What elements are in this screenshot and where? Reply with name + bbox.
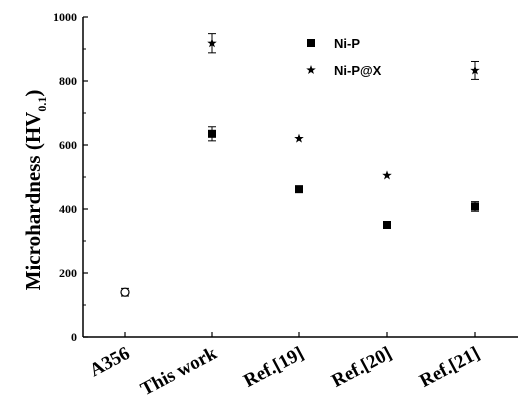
data-point-a356: [120, 287, 130, 297]
data-point-ni-p: [295, 185, 303, 194]
legend-marker: [307, 39, 315, 47]
legend: Ni-P Ni-P@X: [306, 36, 382, 78]
data-point-ni-p: [471, 202, 479, 211]
data-point-ni-p-x: [470, 65, 480, 75]
data-point-ni-p: [208, 129, 216, 138]
x-tick-label: Ref.[19]: [240, 343, 307, 392]
data-point-ni-p-x: [294, 133, 304, 143]
y-tick-label: 1000: [53, 10, 77, 24]
y-tick-label: 400: [59, 202, 77, 216]
legend-marker: [306, 65, 316, 75]
data-point-ni-p-x: [207, 38, 217, 48]
y-tick-label: 200: [59, 266, 77, 280]
data-marks: [120, 33, 480, 297]
legend-label: Ni-P@X: [334, 63, 382, 78]
x-tick-label: A356: [86, 343, 133, 381]
axes: 0 200 400 600 800 1000 A356 This work Ref.[19] Re…: [53, 10, 518, 400]
y-axis-label: Microhardness (HV0.1): [21, 90, 49, 291]
x-tick-label: Ref.[21]: [416, 343, 483, 392]
legend-label: Ni-P: [334, 36, 360, 51]
data-point-ni-p: [383, 221, 391, 229]
y-tick-label: 800: [59, 74, 77, 88]
data-point-ni-p-x: [382, 170, 392, 180]
y-tick-label: 600: [59, 138, 77, 152]
x-tick-label: Ref.[20]: [328, 343, 395, 392]
y-tick-label: 0: [71, 330, 77, 344]
x-tick-label: This work: [137, 343, 220, 401]
